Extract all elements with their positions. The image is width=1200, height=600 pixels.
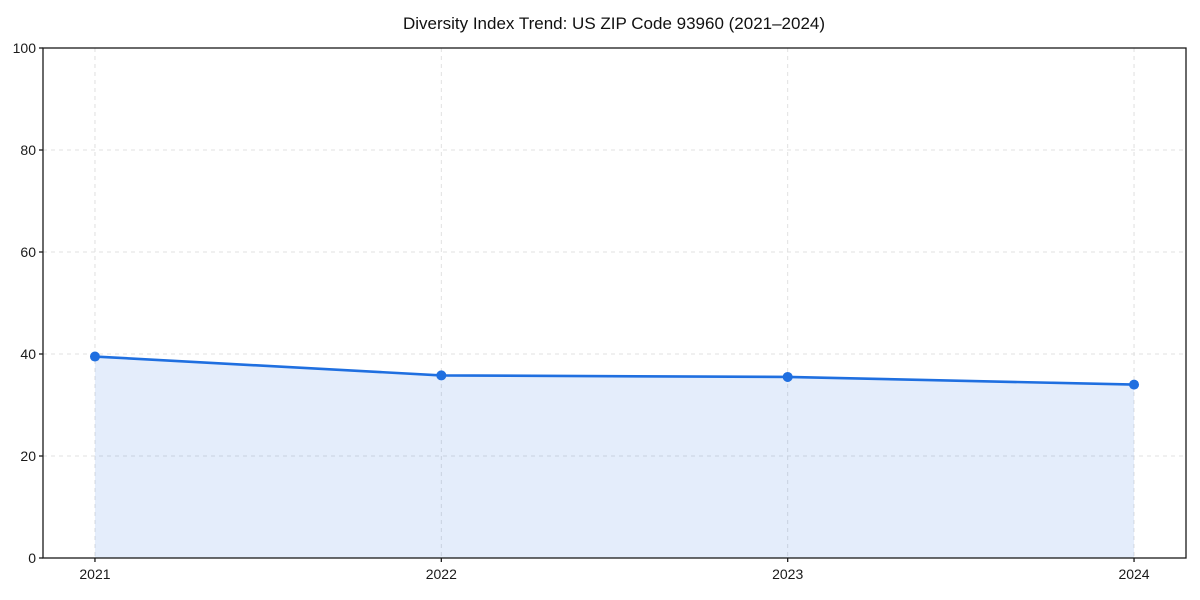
data-point: [89, 351, 100, 362]
y-tick-label: 60: [20, 244, 36, 260]
data-point: [782, 371, 793, 382]
x-tick-label: 2024: [1118, 566, 1149, 582]
area-fill: [94, 356, 1135, 558]
plot-border: [42, 47, 1187, 559]
x-tick-label: 2022: [426, 566, 457, 582]
axis-ticks: 0 20 40 60 80 100 2021 2022 2023 2024: [13, 40, 1150, 582]
y-tick-label: 80: [20, 142, 36, 158]
trend-line: [93, 355, 1136, 386]
data-point: [436, 370, 447, 381]
y-tick-label: 40: [20, 346, 36, 362]
area-fill-layer: [94, 356, 1135, 558]
x-tick-label: 2021: [79, 566, 110, 582]
trend-line-layer: [93, 355, 1136, 386]
data-point-layer: [89, 351, 1140, 390]
y-tick-label: 20: [20, 448, 36, 464]
data-point: [1129, 379, 1140, 390]
axes-spines: [42, 47, 1187, 559]
y-tick-label: 100: [13, 40, 37, 56]
x-tick-label: 2023: [772, 566, 803, 582]
y-tick-label: 0: [28, 550, 36, 566]
chart-title: Diversity Index Trend: US ZIP Code 93960…: [403, 14, 825, 33]
